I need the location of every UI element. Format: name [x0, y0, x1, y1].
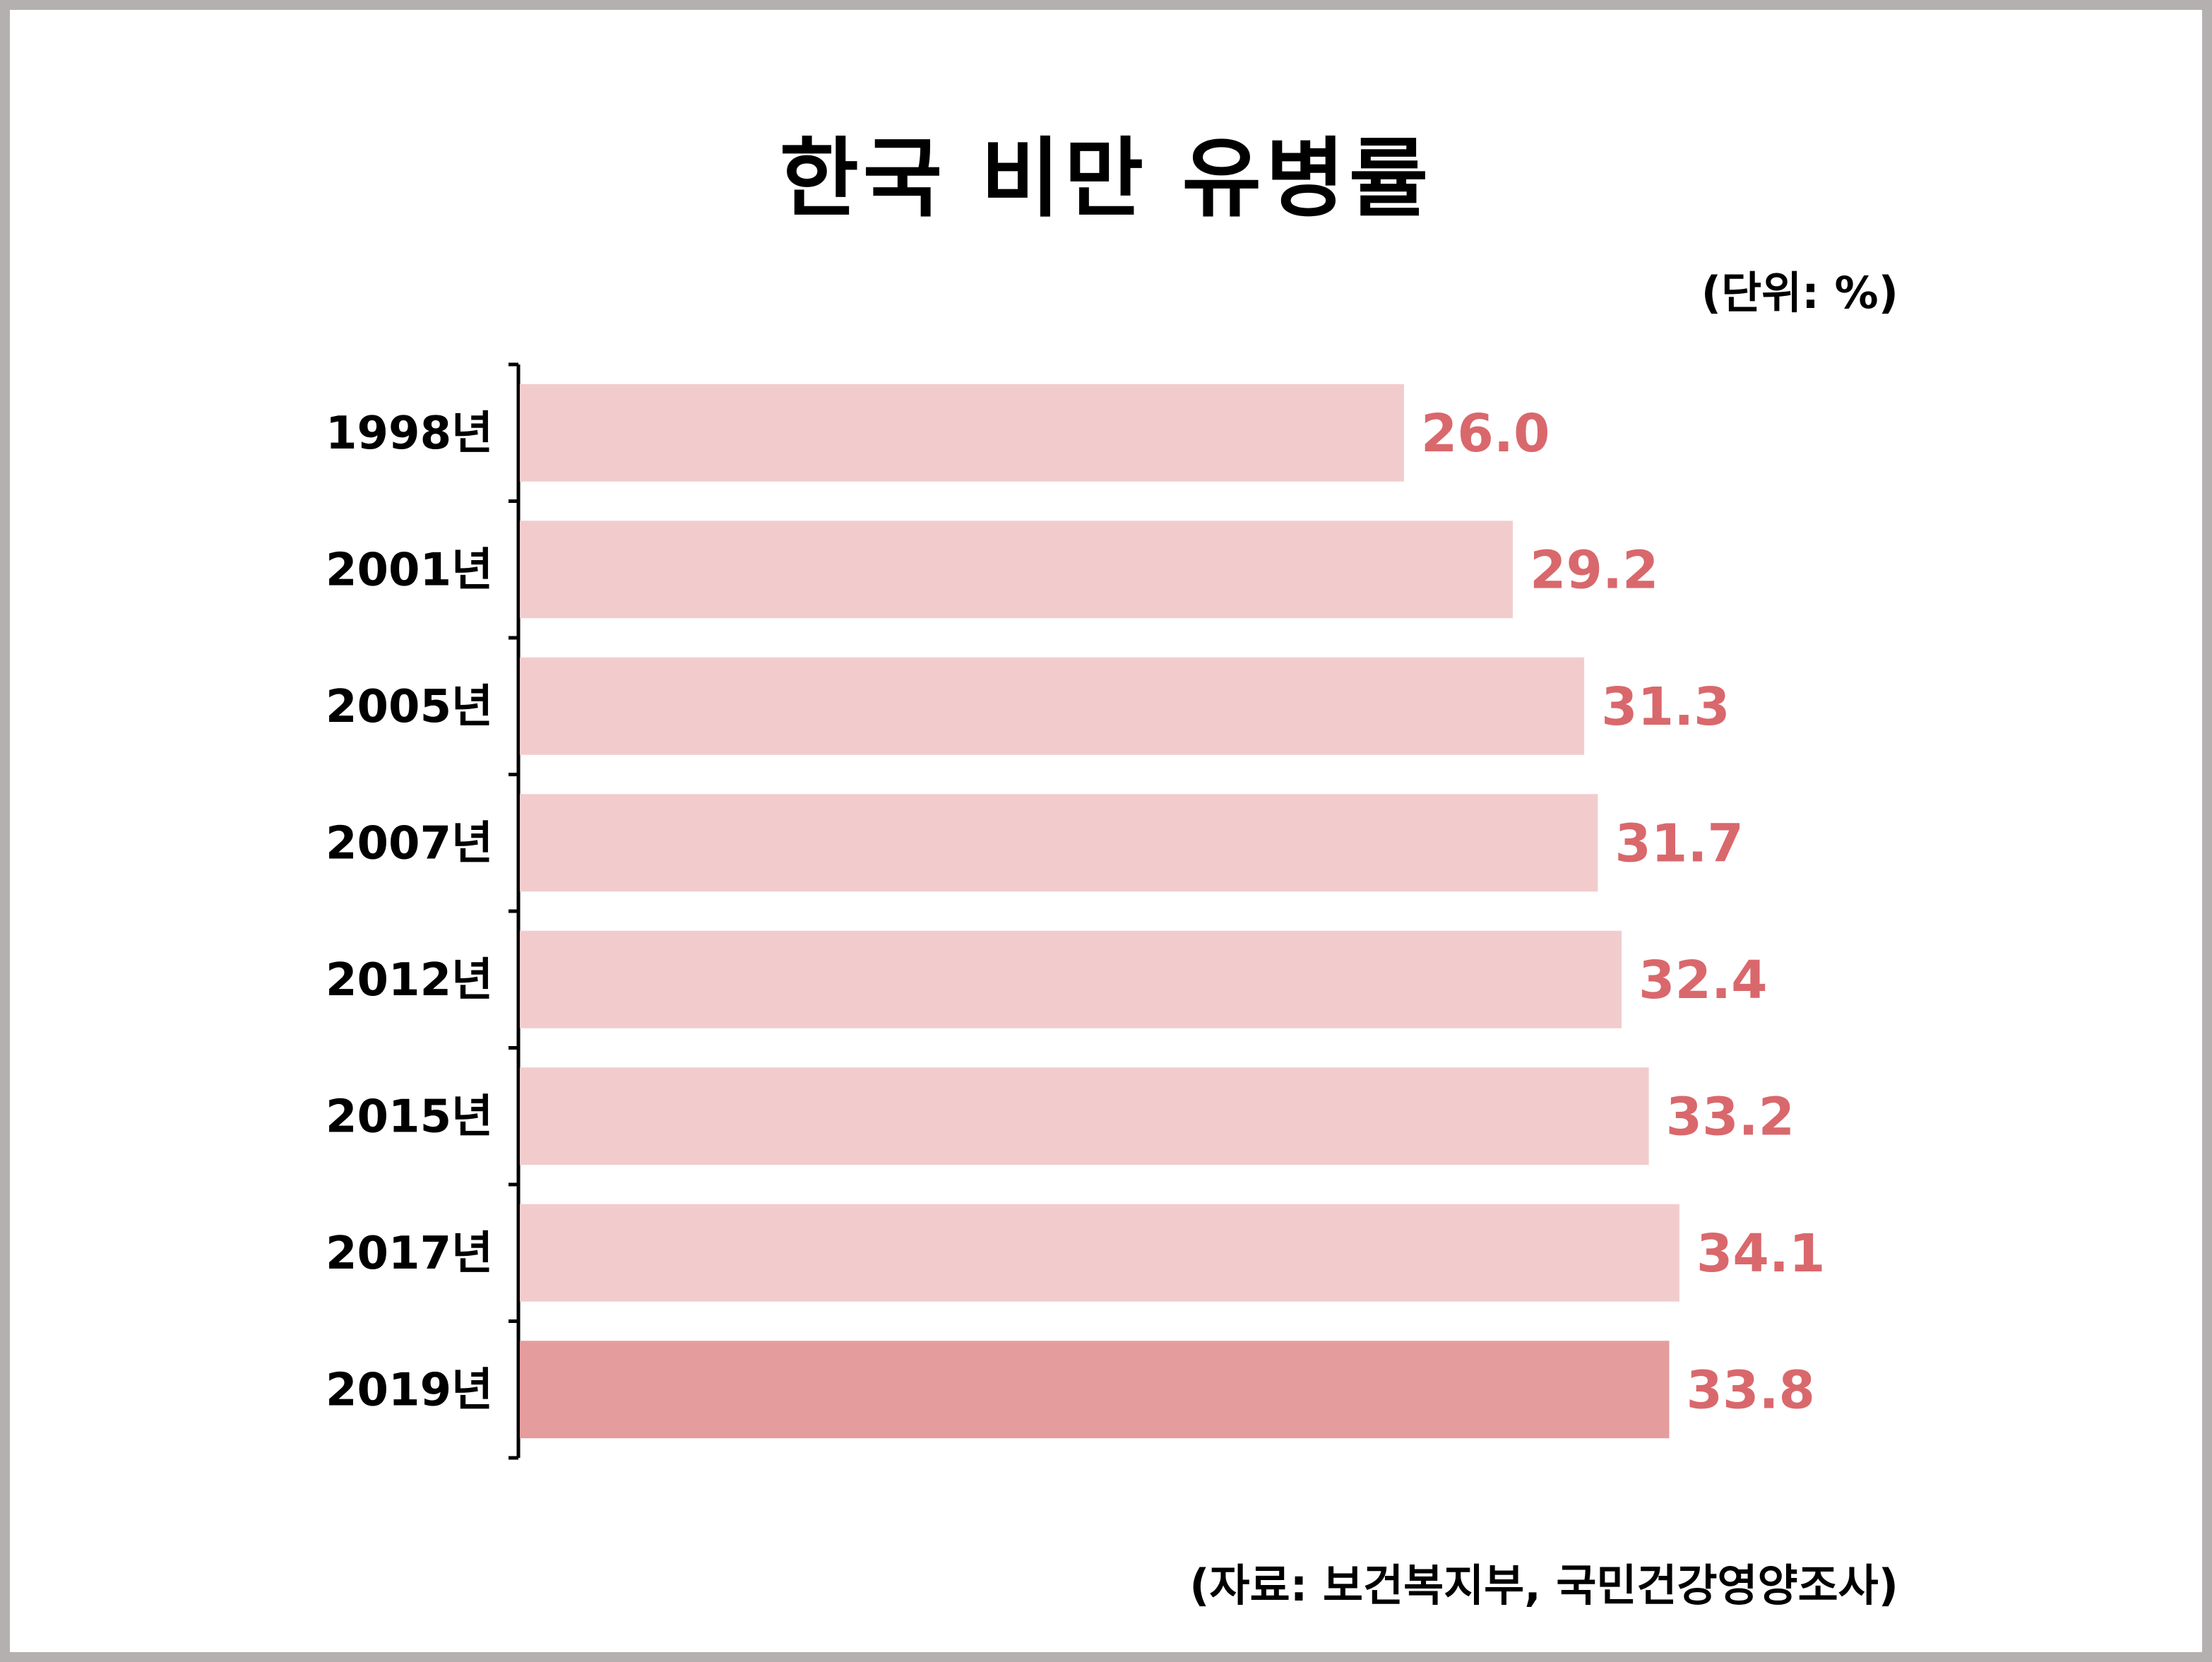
- value-label: 31.7: [1615, 813, 1744, 874]
- bar-2017: [520, 1204, 1679, 1302]
- category-label: 2015년: [326, 1091, 493, 1143]
- category-label: 2007년: [326, 817, 493, 869]
- value-label: 29.2: [1530, 540, 1659, 600]
- category-label: 2005년: [326, 681, 493, 733]
- value-label: 31.3: [1601, 677, 1730, 737]
- value-label: 32.4: [1639, 950, 1768, 1011]
- value-label: 26.0: [1421, 403, 1550, 464]
- bar-chart: 1998년 26.0 2001년 29.2 2005년 31.3 2007년 31.7 2012…: [326, 362, 1826, 1460]
- category-label: 2012년: [326, 954, 493, 1007]
- category-label: 1998년: [326, 408, 493, 460]
- bar-2012: [520, 930, 1622, 1028]
- bar-2015: [520, 1067, 1649, 1165]
- bar-2001: [520, 521, 1513, 619]
- bar-2019: [520, 1341, 1670, 1439]
- bar-2007: [520, 794, 1598, 892]
- unit-label: (단위: %): [1701, 267, 1898, 319]
- value-label: 34.1: [1696, 1223, 1826, 1284]
- category-label: 2017년: [326, 1228, 493, 1280]
- category-label: 2001년: [326, 544, 493, 596]
- chart-title: 한국 비만 유병률: [779, 129, 1433, 229]
- value-label: 33.2: [1666, 1086, 1795, 1147]
- value-label: 33.8: [1686, 1360, 1815, 1420]
- source-note: (자료: 보건복지부, 국민건강영양조사): [1189, 1560, 1898, 1611]
- category-label: 2019년: [326, 1364, 493, 1416]
- bar-2005: [520, 657, 1585, 755]
- bar-1998: [520, 384, 1404, 482]
